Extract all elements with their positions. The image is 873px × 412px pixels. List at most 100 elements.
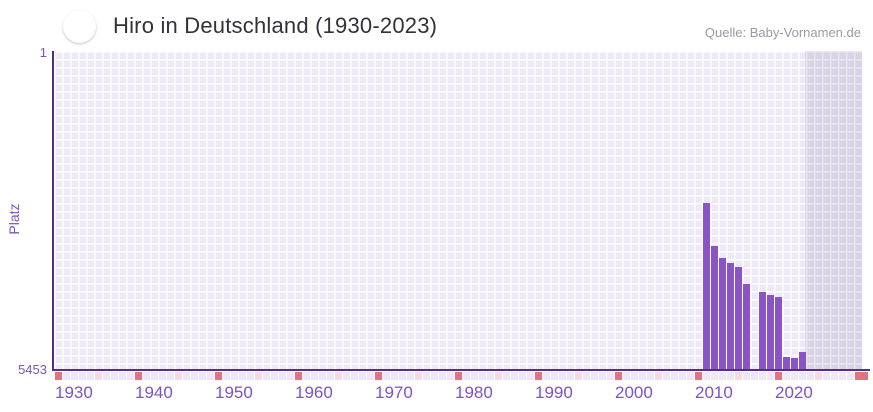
x-tick-cell-1989 (527, 372, 534, 380)
bar-2012[interactable] (711, 246, 719, 369)
x-tick-cell-1978 (439, 372, 446, 380)
y-axis-min-label: 5453 (18, 362, 47, 377)
x-axis-labels: 1930 1940 1950 1960 1970 1980 1990 2000 2010 2020 (54, 383, 870, 403)
x-tick-cell-1994 (567, 372, 574, 380)
source-credit: Quelle: Baby-Vornamen.de (704, 25, 861, 40)
x-tick-cell-2010 (695, 372, 702, 380)
x-tick-cell-1964 (327, 372, 334, 380)
x-tick-cell-1972 (391, 372, 398, 380)
x-tick-cell-1946 (183, 372, 190, 380)
x-tick-cell-1953 (239, 372, 246, 380)
x-tick-cell-1957 (271, 372, 278, 380)
bar-2020[interactable] (775, 297, 783, 369)
x-axis-label-1950: 1950 (215, 383, 253, 402)
x-axis-label-1990: 1990 (535, 383, 573, 402)
x-tick-cell-1937 (111, 372, 118, 380)
x-tick-cell-2009 (687, 372, 694, 380)
x-tick-cell-1979 (447, 372, 454, 380)
x-axis-label-1960: 1960 (295, 383, 333, 402)
plot-area (54, 51, 862, 369)
x-axis-line (52, 369, 870, 371)
x-tick-cell-2003 (639, 372, 646, 380)
x-tick-cell-1965 (335, 372, 342, 380)
x-tick-cell-1986 (503, 372, 510, 380)
y-axis-line (52, 51, 54, 371)
x-tick-cell-1956 (263, 372, 270, 380)
x-tick-cell-2023 (799, 372, 806, 380)
bar-2022[interactable] (791, 358, 799, 369)
x-tick-cell-2001 (623, 372, 630, 380)
x-tick-cell-1947 (191, 372, 198, 380)
x-axis-label-2020: 2020 (775, 383, 813, 402)
x-tick-cell-1977 (431, 372, 438, 380)
x-tick-cell-1969 (367, 372, 374, 380)
x-tick-cell-1970 (375, 372, 382, 380)
x-tick-cell-1960 (295, 372, 302, 380)
x-tick-cell-2020 (775, 372, 782, 380)
x-tick-cell-2027 (831, 372, 838, 380)
x-tick-cell-1987 (511, 372, 518, 380)
x-tick-cell-2030 (855, 372, 868, 380)
x-tick-cell-2014 (727, 372, 734, 380)
x-tick-cell-2026 (823, 372, 830, 380)
x-tick-cell-2025 (815, 372, 822, 380)
x-tick-cell-2002 (631, 372, 638, 380)
x-tick-cell-2015 (735, 372, 742, 380)
x-tick-cell-2029 (847, 372, 854, 380)
x-tick-cell-1935 (95, 372, 102, 380)
x-tick-cell-2017 (751, 372, 758, 380)
x-axis-label-1930: 1930 (55, 383, 93, 402)
x-tick-cell-1995 (575, 372, 582, 380)
x-tick-cell-1990 (535, 372, 542, 380)
bar-2018[interactable] (759, 292, 767, 369)
x-tick-cell-1982 (471, 372, 478, 380)
x-tick-cell-1958 (279, 372, 286, 380)
future-years-shade (805, 51, 862, 369)
x-tick-cell-1966 (343, 372, 350, 380)
x-tick-cell-1948 (199, 372, 206, 380)
x-tick-cell-1931 (63, 372, 70, 380)
chart-title: Hiro in Deutschland (1930-2023) (113, 13, 438, 38)
bar-2021[interactable] (783, 357, 791, 369)
x-tick-cell-2005 (655, 372, 662, 380)
x-tick-cell-2021 (783, 372, 790, 380)
x-tick-cell-1949 (207, 372, 214, 380)
x-tick-cell-2012 (711, 372, 718, 380)
bar-2016[interactable] (743, 284, 751, 369)
bar-2023[interactable] (799, 352, 807, 369)
y-axis-title: Platz (6, 203, 22, 235)
x-tick-cell-1941 (143, 372, 150, 380)
x-tick-cell-1950 (215, 372, 222, 380)
x-tick-cell-1930 (55, 372, 62, 380)
x-tick-cell-1997 (591, 372, 598, 380)
x-tick-cell-1954 (247, 372, 254, 380)
x-tick-cell-1973 (399, 372, 406, 380)
x-tick-cell-1981 (463, 372, 470, 380)
bar-2014[interactable] (727, 263, 735, 369)
x-tick-cell-2007 (671, 372, 678, 380)
bar-2011[interactable] (703, 203, 711, 369)
x-tick-cell-1962 (311, 372, 318, 380)
x-axis-label-1970: 1970 (375, 383, 413, 402)
x-tick-cell-1952 (231, 372, 238, 380)
x-tick-cell-1983 (479, 372, 486, 380)
x-tick-cell-2028 (839, 372, 846, 380)
bar-2019[interactable] (767, 295, 775, 369)
bar-2015[interactable] (735, 267, 743, 369)
x-tick-cell-1992 (551, 372, 558, 380)
x-tick-cell-1971 (383, 372, 390, 380)
x-tick-cell-2011 (703, 372, 710, 380)
x-tick-cell-1991 (543, 372, 550, 380)
x-tick-cell-2008 (679, 372, 686, 380)
x-tick-cell-1968 (359, 372, 366, 380)
x-tick-cell-1959 (287, 372, 294, 380)
germany-flag-icon (63, 10, 96, 43)
bar-2013[interactable] (719, 258, 727, 369)
x-tick-cell-1985 (495, 372, 502, 380)
x-axis-label-2010: 2010 (695, 383, 733, 402)
x-tick-cell-1944 (167, 372, 174, 380)
x-tick-cell-1984 (487, 372, 494, 380)
x-tick-cell-2022 (791, 372, 798, 380)
x-tick-cell-1996 (583, 372, 590, 380)
x-tick-cell-2013 (719, 372, 726, 380)
